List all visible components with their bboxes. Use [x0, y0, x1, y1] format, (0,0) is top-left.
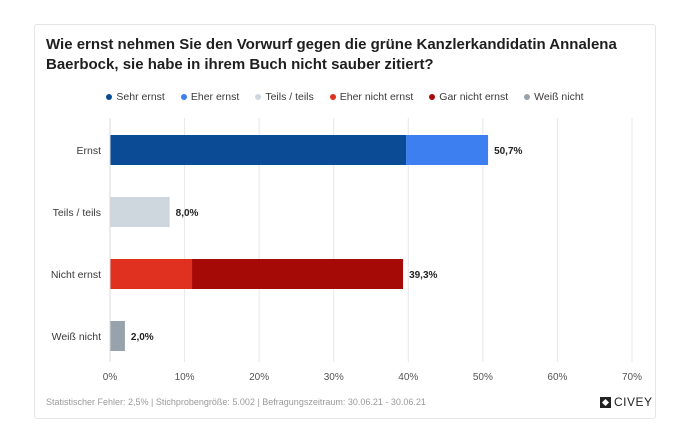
legend-label: Gar nicht ernst	[439, 91, 509, 103]
bar-segment	[110, 259, 193, 289]
civey-logo-text: CIVEY	[614, 395, 653, 409]
legend-label: Eher ernst	[190, 91, 240, 103]
category-label: Ernst	[76, 145, 101, 157]
x-tick-label: 30%	[324, 372, 344, 383]
data-label: 8,0%	[176, 208, 199, 219]
legend-item: Eher nicht ernst	[329, 91, 414, 103]
data-label: 2,0%	[131, 332, 154, 343]
category-label: Nicht ernst	[51, 269, 101, 281]
legend-item: Teils / teils	[255, 91, 314, 103]
legend-swatch	[255, 94, 262, 100]
bar-segment	[110, 135, 407, 165]
data-label: 50,7%	[494, 146, 522, 157]
bar-segment	[110, 197, 170, 227]
category-label: Teils / teils	[53, 207, 101, 219]
x-tick-label: 10%	[175, 372, 195, 383]
legend-swatch	[524, 94, 531, 100]
x-tick-label: 60%	[547, 372, 567, 383]
legend-swatch	[429, 94, 436, 100]
legend-swatch	[106, 94, 113, 100]
x-tick-label: 20%	[249, 372, 269, 383]
category-label: Weiß nicht	[52, 331, 101, 343]
bar-segment	[110, 321, 125, 351]
x-tick-label: 0%	[103, 372, 118, 383]
legend-item: Sehr ernst	[106, 91, 165, 103]
chart-legend: Sehr ernst Eher ernst Teils / teils Eher ni…	[0, 91, 690, 103]
footer-note: Statistischer Fehler: 2,5% | Stichproben…	[46, 397, 426, 407]
legend-label: Weiß nicht	[534, 91, 584, 103]
legend-label: Sehr ernst	[116, 91, 165, 103]
legend-swatch	[180, 94, 187, 100]
legend-item: Weiß nicht	[524, 91, 584, 103]
civey-logo: CIVEY	[600, 395, 653, 409]
legend-item: Eher ernst	[180, 91, 240, 103]
chart-title: Wie ernst nehmen Sie den Vorwurf gegen d…	[46, 36, 617, 73]
x-tick-label: 40%	[398, 372, 418, 383]
x-tick-label: 50%	[473, 372, 493, 383]
x-tick-label: 70%	[622, 372, 642, 383]
legend-item: Gar nicht ernst	[429, 91, 508, 103]
civey-logo-icon	[600, 396, 611, 408]
data-label: 39,3%	[409, 270, 437, 281]
legend-label: Eher nicht ernst	[339, 91, 414, 103]
legend-label: Teils / teils	[265, 91, 314, 103]
bar-segment	[406, 135, 489, 165]
legend-swatch	[329, 94, 336, 100]
bar-segment	[192, 259, 404, 289]
